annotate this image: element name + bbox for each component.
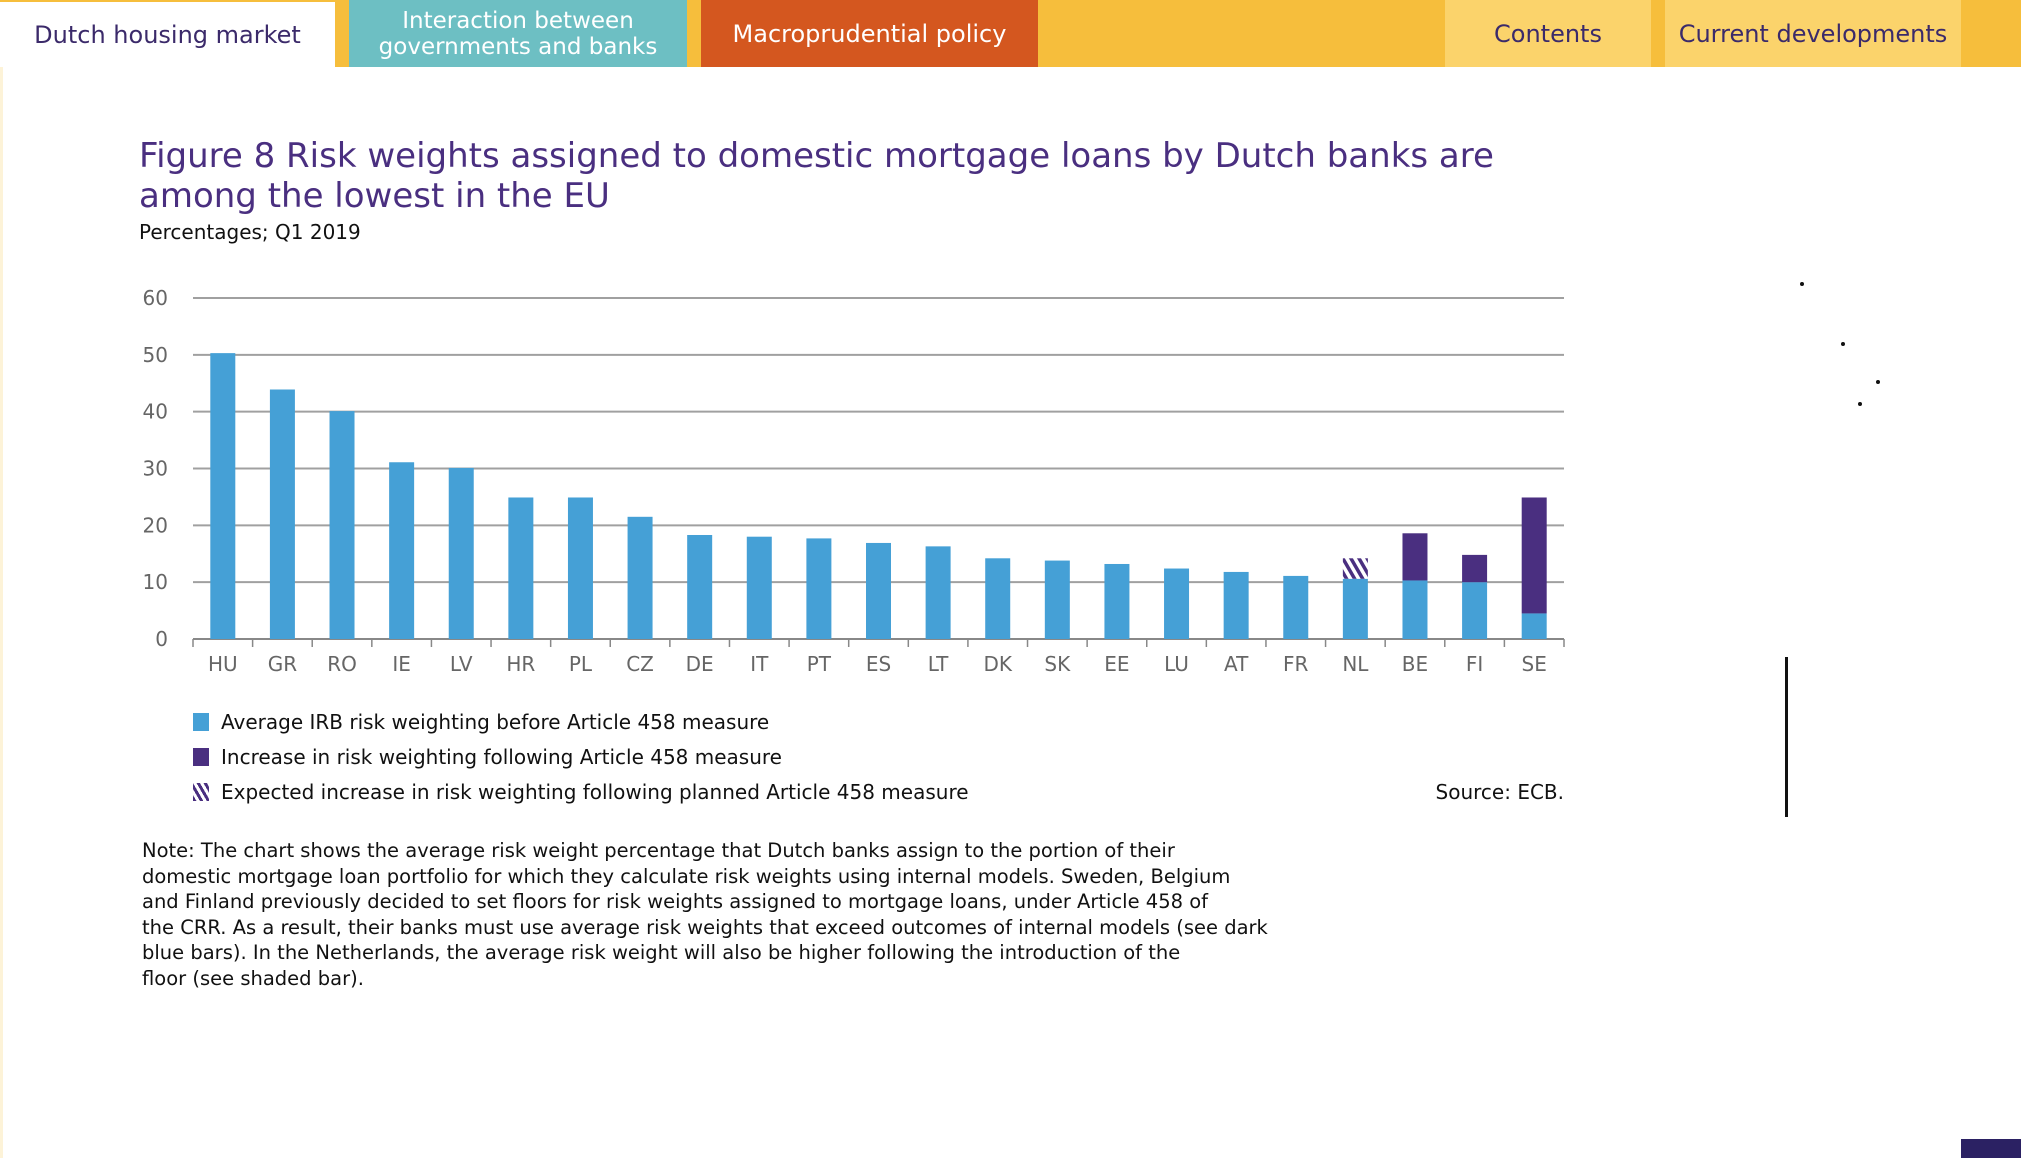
x-tick-label: RO	[327, 652, 357, 676]
legend-swatch-hatched	[193, 783, 209, 801]
x-tick-label: LT	[928, 652, 949, 676]
bar-it-series-0	[746, 536, 772, 639]
x-tick-label: SK	[1044, 652, 1071, 676]
decorative-dot	[1876, 380, 1880, 384]
tab-interaction-governments-banks[interactable]: Interaction between governments and bank…	[349, 0, 687, 67]
x-tick-label: SE	[1522, 652, 1547, 676]
bar-es-series-0	[866, 542, 891, 639]
x-tick-label: HU	[208, 652, 238, 676]
x-tick-label: IE	[392, 652, 411, 676]
bar-ie-series-0	[389, 462, 415, 639]
bar-se-series-0	[1521, 613, 1547, 639]
bar-pt-series-0	[806, 538, 832, 639]
tab-current-developments[interactable]: Current developments	[1665, 0, 1961, 67]
legend-item-increase: Increase in risk weighting following Art…	[193, 745, 782, 769]
legend-item-average-irb: Average IRB risk weighting before Articl…	[193, 710, 769, 734]
bar-lv-series-0	[448, 467, 474, 639]
bar-ee-series-0	[1104, 563, 1130, 639]
x-tick-label: PL	[569, 652, 593, 676]
figure-title: Figure 8 Risk weights assigned to domest…	[139, 136, 1494, 216]
bar-pl-series-0	[567, 497, 593, 639]
bar-lu-series-0	[1164, 568, 1190, 639]
bar-hu-series-0	[210, 353, 236, 639]
y-tick-label: 0	[155, 627, 168, 651]
tab-contents[interactable]: Contents	[1445, 0, 1651, 67]
bar-gr-series-0	[269, 389, 295, 639]
legend-label: Average IRB risk weighting before Articl…	[221, 710, 770, 734]
bar-dk-series-0	[985, 558, 1011, 639]
bar-cz-series-0	[627, 516, 653, 639]
tab-dutch-housing-market[interactable]: Dutch housing market	[0, 2, 335, 67]
decorative-dot	[1841, 342, 1845, 346]
bar-ro-series-0	[329, 411, 355, 639]
x-tick-label: FI	[1466, 652, 1483, 676]
bar-sk-series-0	[1044, 560, 1070, 639]
x-tick-label: EE	[1104, 652, 1129, 676]
bar-be-series-0	[1402, 580, 1428, 639]
x-tick-label: DE	[686, 652, 714, 676]
x-tick-label: IT	[750, 652, 769, 676]
bar-chart: 0 10 20 30 40 50 60 HU GR RO IE LV HR PL CZ DE IT PT ES LT D…	[143, 286, 1565, 676]
chart-note: Note: The chart shows the average risk w…	[142, 838, 1268, 992]
bar-at-series-0	[1223, 571, 1249, 639]
note-line: floor (see shaded bar).	[142, 966, 364, 990]
note-line: the CRR. As a result, their banks must u…	[142, 915, 1268, 939]
x-tick-label: DK	[983, 652, 1012, 676]
note-line: Note: The chart shows the average risk w…	[142, 839, 1175, 862]
x-tick-label: LU	[1164, 652, 1189, 676]
decorative-line	[1785, 657, 1788, 817]
decorative-dot	[1800, 282, 1804, 286]
x-tick-label: HR	[506, 652, 535, 676]
y-tick-label: 30	[143, 457, 168, 481]
bar-lt-series-0	[925, 546, 951, 639]
note-line: blue bars). In the Netherlands, the aver…	[142, 941, 1181, 965]
x-tick-label: PT	[807, 652, 832, 676]
note-line: and Finland previously decided to set fl…	[142, 890, 1208, 914]
left-border	[0, 67, 3, 1158]
x-tick-label: NL	[1342, 652, 1369, 676]
note-line: domestic mortgage loan portfolio for whi…	[142, 864, 1231, 888]
legend-label: Increase in risk weighting following Art…	[221, 745, 782, 769]
x-tick-label: FR	[1283, 652, 1309, 676]
tab-macroprudential-policy[interactable]: Macroprudential policy	[701, 0, 1038, 67]
y-tick-label: 50	[143, 343, 168, 367]
y-tick-label: 20	[143, 513, 168, 537]
bar-fi-series-1	[1462, 554, 1488, 583]
bar-se-series-1	[1521, 497, 1547, 614]
bar-fr-series-0	[1283, 575, 1309, 639]
y-tick-label: 10	[143, 570, 168, 594]
legend-label: Expected increase in risk weighting foll…	[221, 780, 969, 804]
x-tick-label: GR	[268, 652, 297, 676]
y-tick-label: 60	[143, 286, 168, 310]
legend-swatch	[193, 713, 209, 731]
legend-swatch	[193, 748, 209, 766]
bar-fi-series-0	[1462, 582, 1488, 639]
x-tick-label: ES	[866, 652, 891, 676]
bar-nl-series-0	[1342, 578, 1368, 639]
bar-be-series-1	[1402, 533, 1428, 581]
x-tick-label: BE	[1402, 652, 1428, 676]
legend-item-expected-increase: Expected increase in risk weighting foll…	[193, 780, 969, 804]
x-tick-label: LV	[450, 652, 473, 676]
bar-de-series-0	[687, 534, 713, 639]
x-tick-label: AT	[1224, 652, 1249, 676]
x-tick-label: CZ	[626, 652, 654, 676]
bar-nl-series-2	[1342, 558, 1368, 579]
source-note: Source: ECB.	[1435, 780, 1564, 804]
figure-subtitle: Percentages; Q1 2019	[139, 220, 361, 244]
page-corner-button[interactable]	[1961, 1139, 2021, 1158]
bar-hr-series-0	[508, 497, 534, 639]
decorative-dot	[1858, 402, 1862, 406]
y-tick-label: 40	[143, 400, 168, 424]
